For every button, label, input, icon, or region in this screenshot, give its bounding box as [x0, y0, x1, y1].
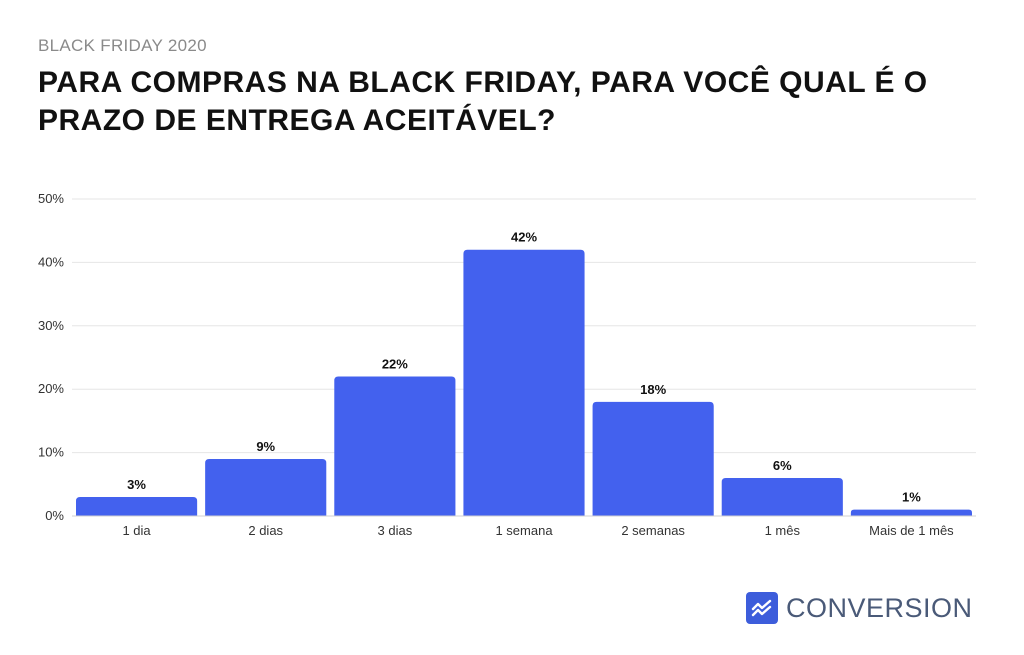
bar: [463, 249, 585, 516]
bar: [205, 458, 327, 516]
x-tick-label: 3 dias: [378, 523, 413, 538]
x-tick-label: 2 dias: [248, 523, 283, 538]
brand-name: CONVERSION: [786, 592, 973, 623]
bar-value-label: 3%: [127, 477, 146, 492]
x-tick-label: 2 semanas: [621, 523, 685, 538]
bar: [334, 376, 456, 516]
y-tick-label: 10%: [38, 445, 64, 460]
conversion-logo: CONVERSION: [746, 592, 973, 624]
bar: [721, 477, 843, 516]
bar-value-label: 22%: [382, 357, 408, 372]
x-tick-label: Mais de 1 mês: [869, 523, 954, 538]
x-tick-label: 1 mês: [765, 523, 801, 538]
y-tick-label: 50%: [38, 191, 64, 206]
x-tick-label: 1 dia: [122, 523, 151, 538]
bar-value-label: 6%: [773, 458, 792, 473]
y-tick-label: 40%: [38, 254, 64, 269]
bar: [850, 509, 972, 516]
bar: [76, 496, 198, 516]
y-tick-label: 30%: [38, 318, 64, 333]
chart-kicker: BLACK FRIDAY 2020: [38, 36, 207, 55]
x-tick-label: 1 semana: [495, 523, 553, 538]
chart-title: PARA COMPRAS NA BLACK FRIDAY, PARA VOCÊ …: [38, 66, 928, 137]
y-tick-label: 0%: [45, 508, 64, 523]
bar-value-label: 9%: [256, 439, 275, 454]
chart-trend-icon: [746, 592, 778, 624]
bar-value-label: 18%: [640, 382, 666, 397]
y-tick-label: 20%: [38, 381, 64, 396]
bar-value-label: 1%: [902, 490, 921, 505]
bar-value-label: 42%: [511, 230, 537, 245]
bar: [592, 401, 714, 516]
